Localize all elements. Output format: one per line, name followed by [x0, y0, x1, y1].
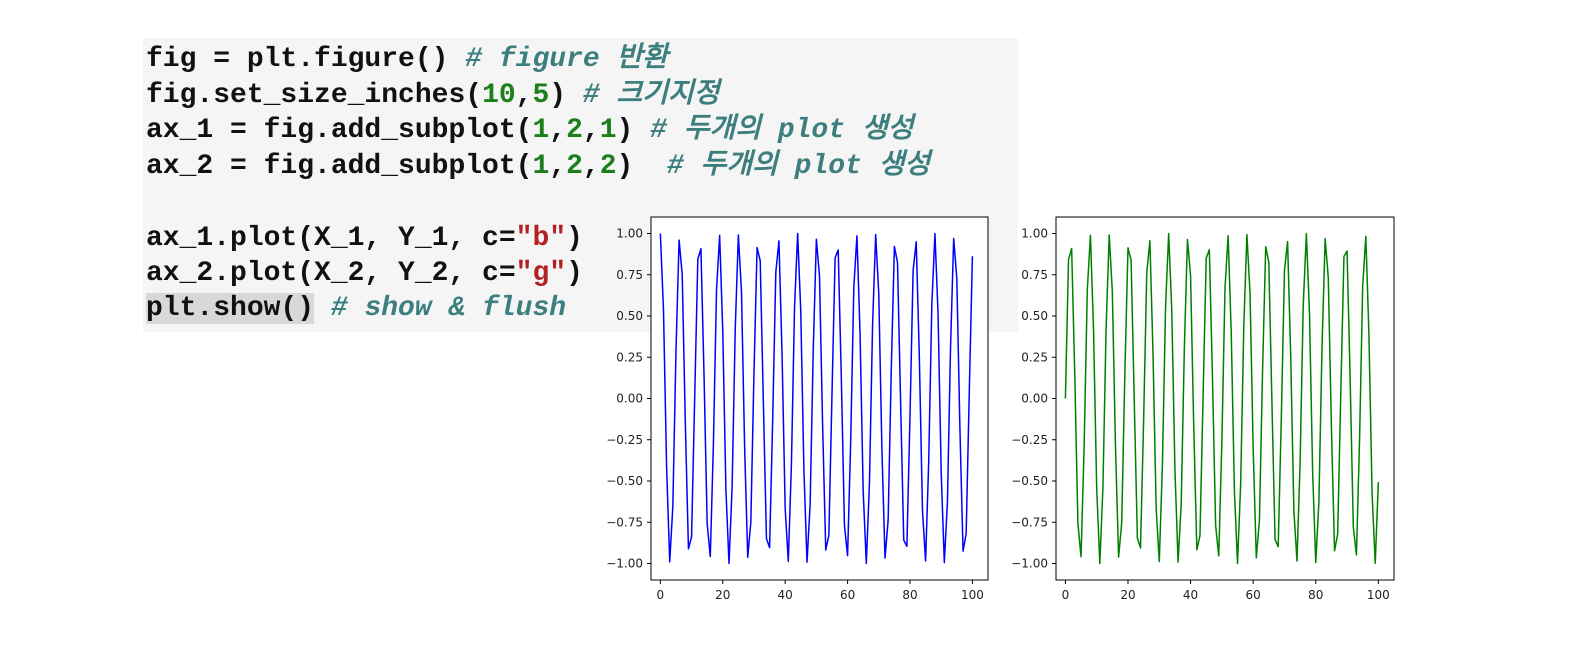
code-line: fig = plt.figure() # figure 반환 — [146, 43, 668, 77]
code-line: fig.set_size_inches(10,5) # 크기지정 — [146, 79, 720, 113]
code-token: , — [515, 80, 533, 111]
y-tick-label: −0.50 — [1011, 474, 1048, 488]
code-token: , — [582, 151, 600, 182]
code-comment: # figure 반환 — [465, 44, 669, 75]
code-token: 5 — [532, 80, 550, 111]
y-tick-label: 0.00 — [1021, 392, 1048, 406]
code-token: ax_2.plot(X_2, Y_2, c= — [146, 258, 516, 289]
x-tick-label: 40 — [1183, 588, 1198, 602]
code-token: ax_1.plot(X_1, Y_1, c= — [146, 223, 516, 254]
y-tick-label: 0.50 — [616, 309, 643, 323]
code-comment: # 두개의 plot 생성 — [650, 115, 914, 146]
subplot-ax-2: 1.00 0.75 0.50 0.25 0.00 −0.25 −0.50 −0.75 −1.00… — [1011, 216, 1395, 602]
x-tick-label: 40 — [778, 588, 793, 602]
code-token: plt.show() — [146, 293, 315, 324]
code-token: 1 — [532, 151, 550, 182]
y-tick-label: −0.25 — [1011, 433, 1048, 447]
code-comment: # 두개의 plot 생성 — [666, 151, 931, 182]
x-tick-label: 100 — [1367, 588, 1390, 602]
code-line: ax_2.plot(X_2, Y_2, c="g") — [146, 257, 583, 291]
code-token: ax_2 = fig.add_subplot( — [146, 151, 533, 182]
code-token: ) — [566, 258, 583, 289]
code-token: 10 — [482, 80, 516, 111]
y-tick-label: 1.00 — [616, 227, 643, 241]
x-tick-label: 0 — [657, 588, 665, 602]
code-line: ax_2 = fig.add_subplot(1,2,2) # 두개의 plot… — [146, 150, 930, 184]
y-tick-label: 0.75 — [616, 268, 643, 282]
code-line: plt.show() # show & flush — [146, 292, 566, 326]
x-tick-label: 20 — [1120, 588, 1135, 602]
y-tick-label: −1.00 — [606, 557, 643, 571]
x-tick-label: 80 — [902, 588, 917, 602]
x-tick-label: 60 — [840, 588, 855, 602]
y-tick-label: −1.00 — [1011, 557, 1048, 571]
y-tick-label: −0.25 — [606, 433, 643, 447]
y-tick-label: 0.75 — [1021, 268, 1048, 282]
subplot-ax-1: 1.00 0.75 0.50 0.25 0.00 −0.25 −0.50 −0.75 −1.00… — [606, 216, 989, 602]
code-token: ax_1 = fig.add_subplot( — [146, 115, 533, 146]
y-tick-label: 1.00 — [1021, 227, 1048, 241]
x-tick-label: 80 — [1308, 588, 1323, 602]
y-tick-label: −0.50 — [606, 474, 643, 488]
code-token: fig = plt.figure() — [146, 44, 466, 75]
y-tick-label: −0.75 — [1011, 515, 1048, 529]
y-tick-label: 0.00 — [616, 392, 643, 406]
code-comment: # show & flush — [330, 293, 567, 324]
code-token: ) — [616, 115, 651, 146]
x-tick-label: 100 — [961, 588, 984, 602]
code-cell[interactable]: fig = plt.figure() # figure 반환 fig.set_si… — [143, 38, 1018, 332]
y-tick-label: −0.75 — [606, 515, 643, 529]
code-token: "b" — [515, 223, 567, 254]
code-token: ) — [616, 151, 667, 182]
code-token: 1 — [532, 115, 550, 146]
code-token: 2 — [566, 115, 583, 146]
y-tick-label: 0.50 — [1021, 309, 1048, 323]
y-tick-label: 0.25 — [1021, 350, 1048, 364]
code-token: fig.set_size_inches( — [146, 80, 483, 111]
code-token: , — [582, 115, 600, 146]
x-tick-label: 0 — [1062, 588, 1070, 602]
code-line: ax_1.plot(X_1, Y_1, c="b") — [146, 222, 583, 256]
code-token: 2 — [599, 151, 617, 182]
code-token: , — [549, 115, 567, 146]
series-line — [659, 232, 974, 565]
y-tick-label: 0.25 — [616, 350, 643, 364]
code-token: 1 — [599, 115, 617, 146]
series-line — [1064, 232, 1380, 565]
code-token: ) — [549, 80, 583, 111]
code-token: 2 — [566, 151, 583, 182]
code-line: ax_1 = fig.add_subplot(1,2,1) # 두개의 plot… — [146, 114, 913, 148]
x-tick-label: 20 — [715, 588, 730, 602]
x-tick-label: 60 — [1246, 588, 1261, 602]
code-token: , — [549, 151, 567, 182]
code-token: ) — [566, 223, 583, 254]
code-token: "g" — [515, 258, 567, 289]
code-comment: # 크기지정 — [582, 80, 720, 111]
